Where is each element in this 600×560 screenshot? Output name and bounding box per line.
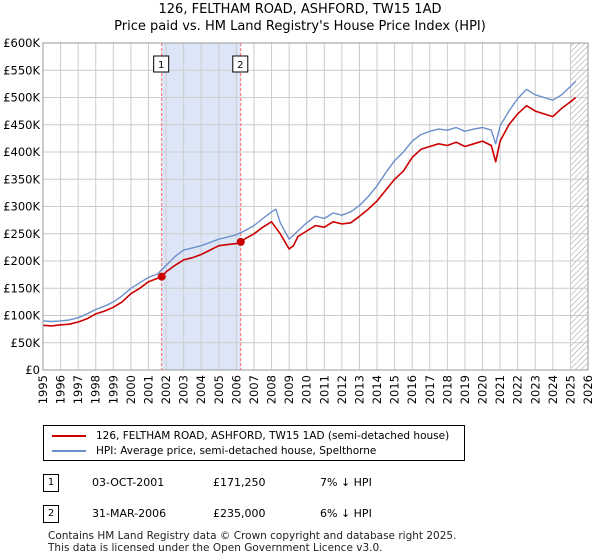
- y-tick-label: £450K: [3, 118, 40, 132]
- transaction-marker-label: 1: [158, 60, 164, 71]
- x-tick-label: 2021: [493, 375, 507, 404]
- legend-item-hpi: HPI: Average price, semi-detached house,…: [52, 444, 376, 458]
- x-tick-label: 2023: [528, 375, 542, 404]
- x-tick-label: 2009: [282, 375, 296, 404]
- legend-swatch-property: [52, 435, 86, 437]
- legend-label-hpi: HPI: Average price, semi-detached house,…: [96, 445, 377, 457]
- transaction-point: [236, 237, 245, 246]
- transaction-price: £235,000: [213, 507, 266, 520]
- x-tick-label: 2006: [229, 375, 243, 404]
- x-tick-label: 2012: [335, 375, 349, 404]
- x-tick-label: 2026: [581, 375, 595, 404]
- y-tick-label: £300K: [3, 200, 40, 214]
- y-tick-label: £200K: [3, 254, 40, 268]
- footer-line1: Contains HM Land Registry data © Crown c…: [48, 530, 457, 542]
- x-tick-label: 1998: [89, 375, 103, 404]
- y-tick-label: £0: [25, 363, 40, 377]
- x-tick-label: 1999: [106, 375, 120, 404]
- x-tick-label: 2024: [546, 375, 560, 404]
- x-tick-label: 2019: [458, 375, 472, 404]
- x-tick-label: 2007: [247, 375, 261, 404]
- x-tick-label: 1996: [54, 375, 68, 404]
- x-tick-label: 2008: [265, 375, 279, 404]
- y-tick-label: £50K: [11, 336, 41, 350]
- plot-border: [42, 42, 589, 371]
- x-tick-label: 2005: [212, 375, 226, 404]
- y-tick-label: £100K: [3, 309, 40, 323]
- x-tick-label: 2010: [300, 375, 314, 404]
- y-tick-label: £350K: [3, 172, 40, 186]
- transaction-date: 31-MAR-2006: [92, 507, 167, 520]
- chart-legend: 126, FELTHAM ROAD, ASHFORD, TW15 1AD (se…: [43, 425, 465, 461]
- legend-label-property: 126, FELTHAM ROAD, ASHFORD, TW15 1AD (se…: [96, 430, 450, 442]
- x-tick-label: 2002: [159, 375, 173, 404]
- y-tick-label: £550K: [3, 63, 40, 77]
- series-line-hpi: [42, 80, 577, 323]
- x-tick-label: 2003: [177, 375, 191, 404]
- transaction-marker-label: 2: [237, 60, 243, 71]
- x-tick-label: 2013: [352, 375, 366, 404]
- x-tick-label: 2000: [124, 375, 138, 404]
- x-tick-label: 2015: [388, 375, 402, 404]
- legend-swatch-hpi: [52, 450, 86, 452]
- footer-line2: This data is licensed under the Open Gov…: [48, 542, 383, 554]
- legend-item-property: 126, FELTHAM ROAD, ASHFORD, TW15 1AD (se…: [52, 429, 449, 443]
- footer-attribution: Contains HM Land Registry data © Crown c…: [48, 530, 456, 554]
- x-tick-label: 2018: [440, 375, 454, 404]
- x-tick-label: 2004: [194, 375, 208, 404]
- price-chart: 1 2 £0 £50K £100K £150K £200K £250K £300K £350K £…: [3, 36, 595, 404]
- x-tick-label: 2025: [563, 375, 577, 404]
- transaction-number-badge: 2: [43, 505, 59, 523]
- x-tick-label: 1997: [71, 375, 85, 404]
- y-tick-label: £250K: [3, 227, 40, 241]
- x-tick-label: 2001: [141, 375, 155, 404]
- x-tick-label: 2022: [511, 375, 525, 404]
- transaction-price: £171,250: [213, 476, 266, 489]
- series-line-property: [42, 96, 577, 327]
- transaction-number-badge: 1: [43, 474, 59, 492]
- transaction-hpi-diff: 6% ↓ HPI: [320, 507, 372, 520]
- y-tick-label: £150K: [3, 281, 40, 295]
- y-tick-label: £400K: [3, 145, 40, 159]
- x-tick-label: 2014: [370, 375, 384, 404]
- x-tick-label: 2017: [423, 375, 437, 404]
- x-tick-label: 1995: [36, 375, 50, 404]
- transaction-marker-box: [153, 55, 170, 73]
- transaction-marker-box: [232, 55, 249, 73]
- transaction-point: [157, 272, 166, 281]
- y-tick-label: £500K: [3, 91, 40, 105]
- x-tick-label: 2011: [317, 375, 331, 404]
- x-tick-label: 2020: [476, 375, 490, 404]
- transaction-hpi-diff: 7% ↓ HPI: [320, 476, 372, 489]
- y-tick-label: £600K: [3, 36, 40, 50]
- x-tick-label: 2016: [405, 375, 419, 404]
- transaction-date: 03-OCT-2001: [92, 476, 165, 489]
- chart-title-line2: Price paid vs. HM Land Registry's House …: [114, 19, 486, 34]
- chart-title-line1: 126, FELTHAM ROAD, ASHFORD, TW15 1AD: [158, 2, 442, 17]
